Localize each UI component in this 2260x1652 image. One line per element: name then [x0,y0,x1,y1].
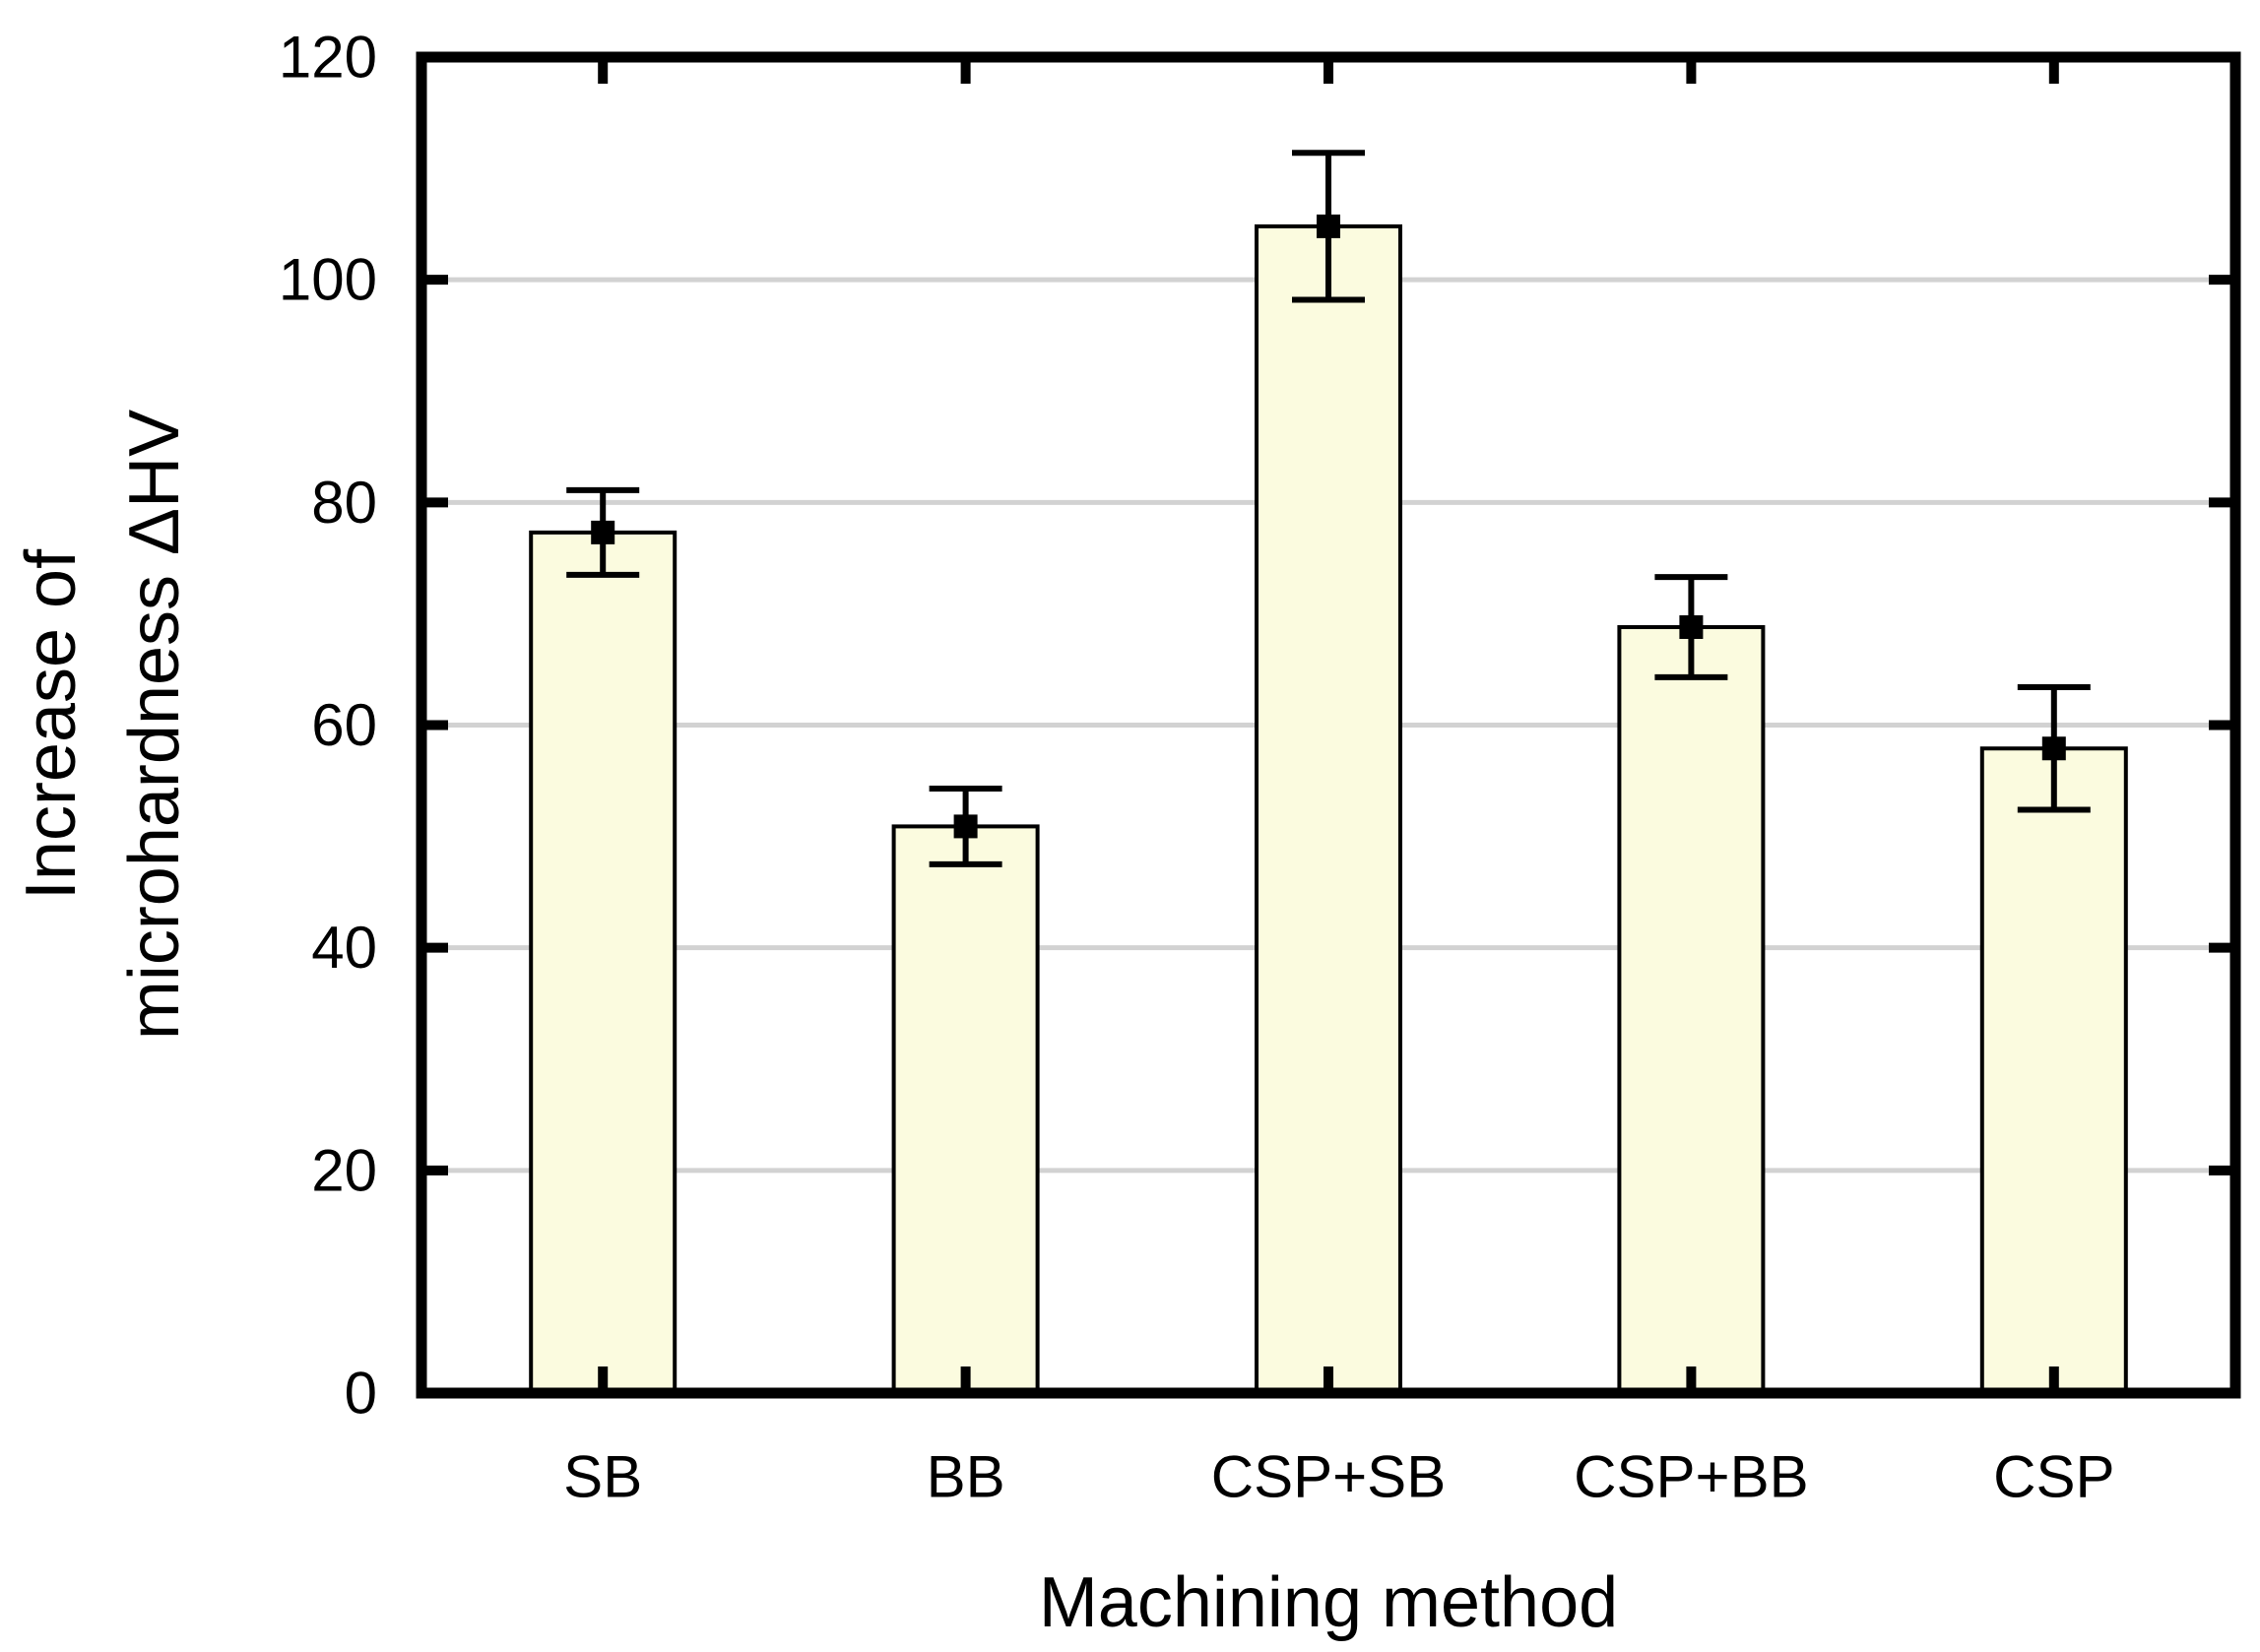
plot-frame-layer [416,51,2241,1399]
y-tick-label-120: 120 [279,25,377,91]
y-tick-label-100: 100 [279,247,377,313]
x-category-label-SB: SB [563,1444,642,1510]
bar-CSP+SB [1255,223,1402,1395]
x-category-label-BB: BB [927,1444,1005,1510]
x-category-label-CSP+SB: CSP+SB [1211,1444,1446,1510]
mean-marker-SB [591,520,615,544]
markers-layer [591,214,2066,839]
y-tick-label-0: 0 [345,1361,377,1427]
tick-labels-layer: 0 20 40 60 80 100 120 SB BB CSP+SB CSP+BB CSP [279,25,2115,1510]
bars-layer [529,223,2128,1395]
mean-marker-BB [953,814,978,839]
y-axis-title-line2: microhardness ΔHV [115,410,194,1040]
y-tick-label-80: 80 [311,470,377,536]
bar-BB [891,824,1040,1395]
bar-SB [529,530,678,1395]
y-axis-title-line1: Increase of [12,548,91,900]
mean-marker-CSP [2041,736,2066,761]
error-bars-layer [566,150,2091,867]
y-tick-label-20: 20 [311,1137,377,1203]
x-category-label-CSP: CSP [1993,1444,2114,1510]
mean-marker-CSP+BB [1679,614,1704,639]
y-tick-label-40: 40 [311,915,377,981]
x-axis-title: Machining method [1039,1563,1618,1642]
plot-frame [416,51,2241,1399]
bar-CSP+BB [1617,624,1766,1395]
mean-marker-CSP+SB [1317,214,1340,238]
x-category-label-CSP+BB: CSP+BB [1574,1444,1808,1510]
y-tick-label-60: 60 [311,692,377,758]
bar-CSP [1979,746,2128,1395]
